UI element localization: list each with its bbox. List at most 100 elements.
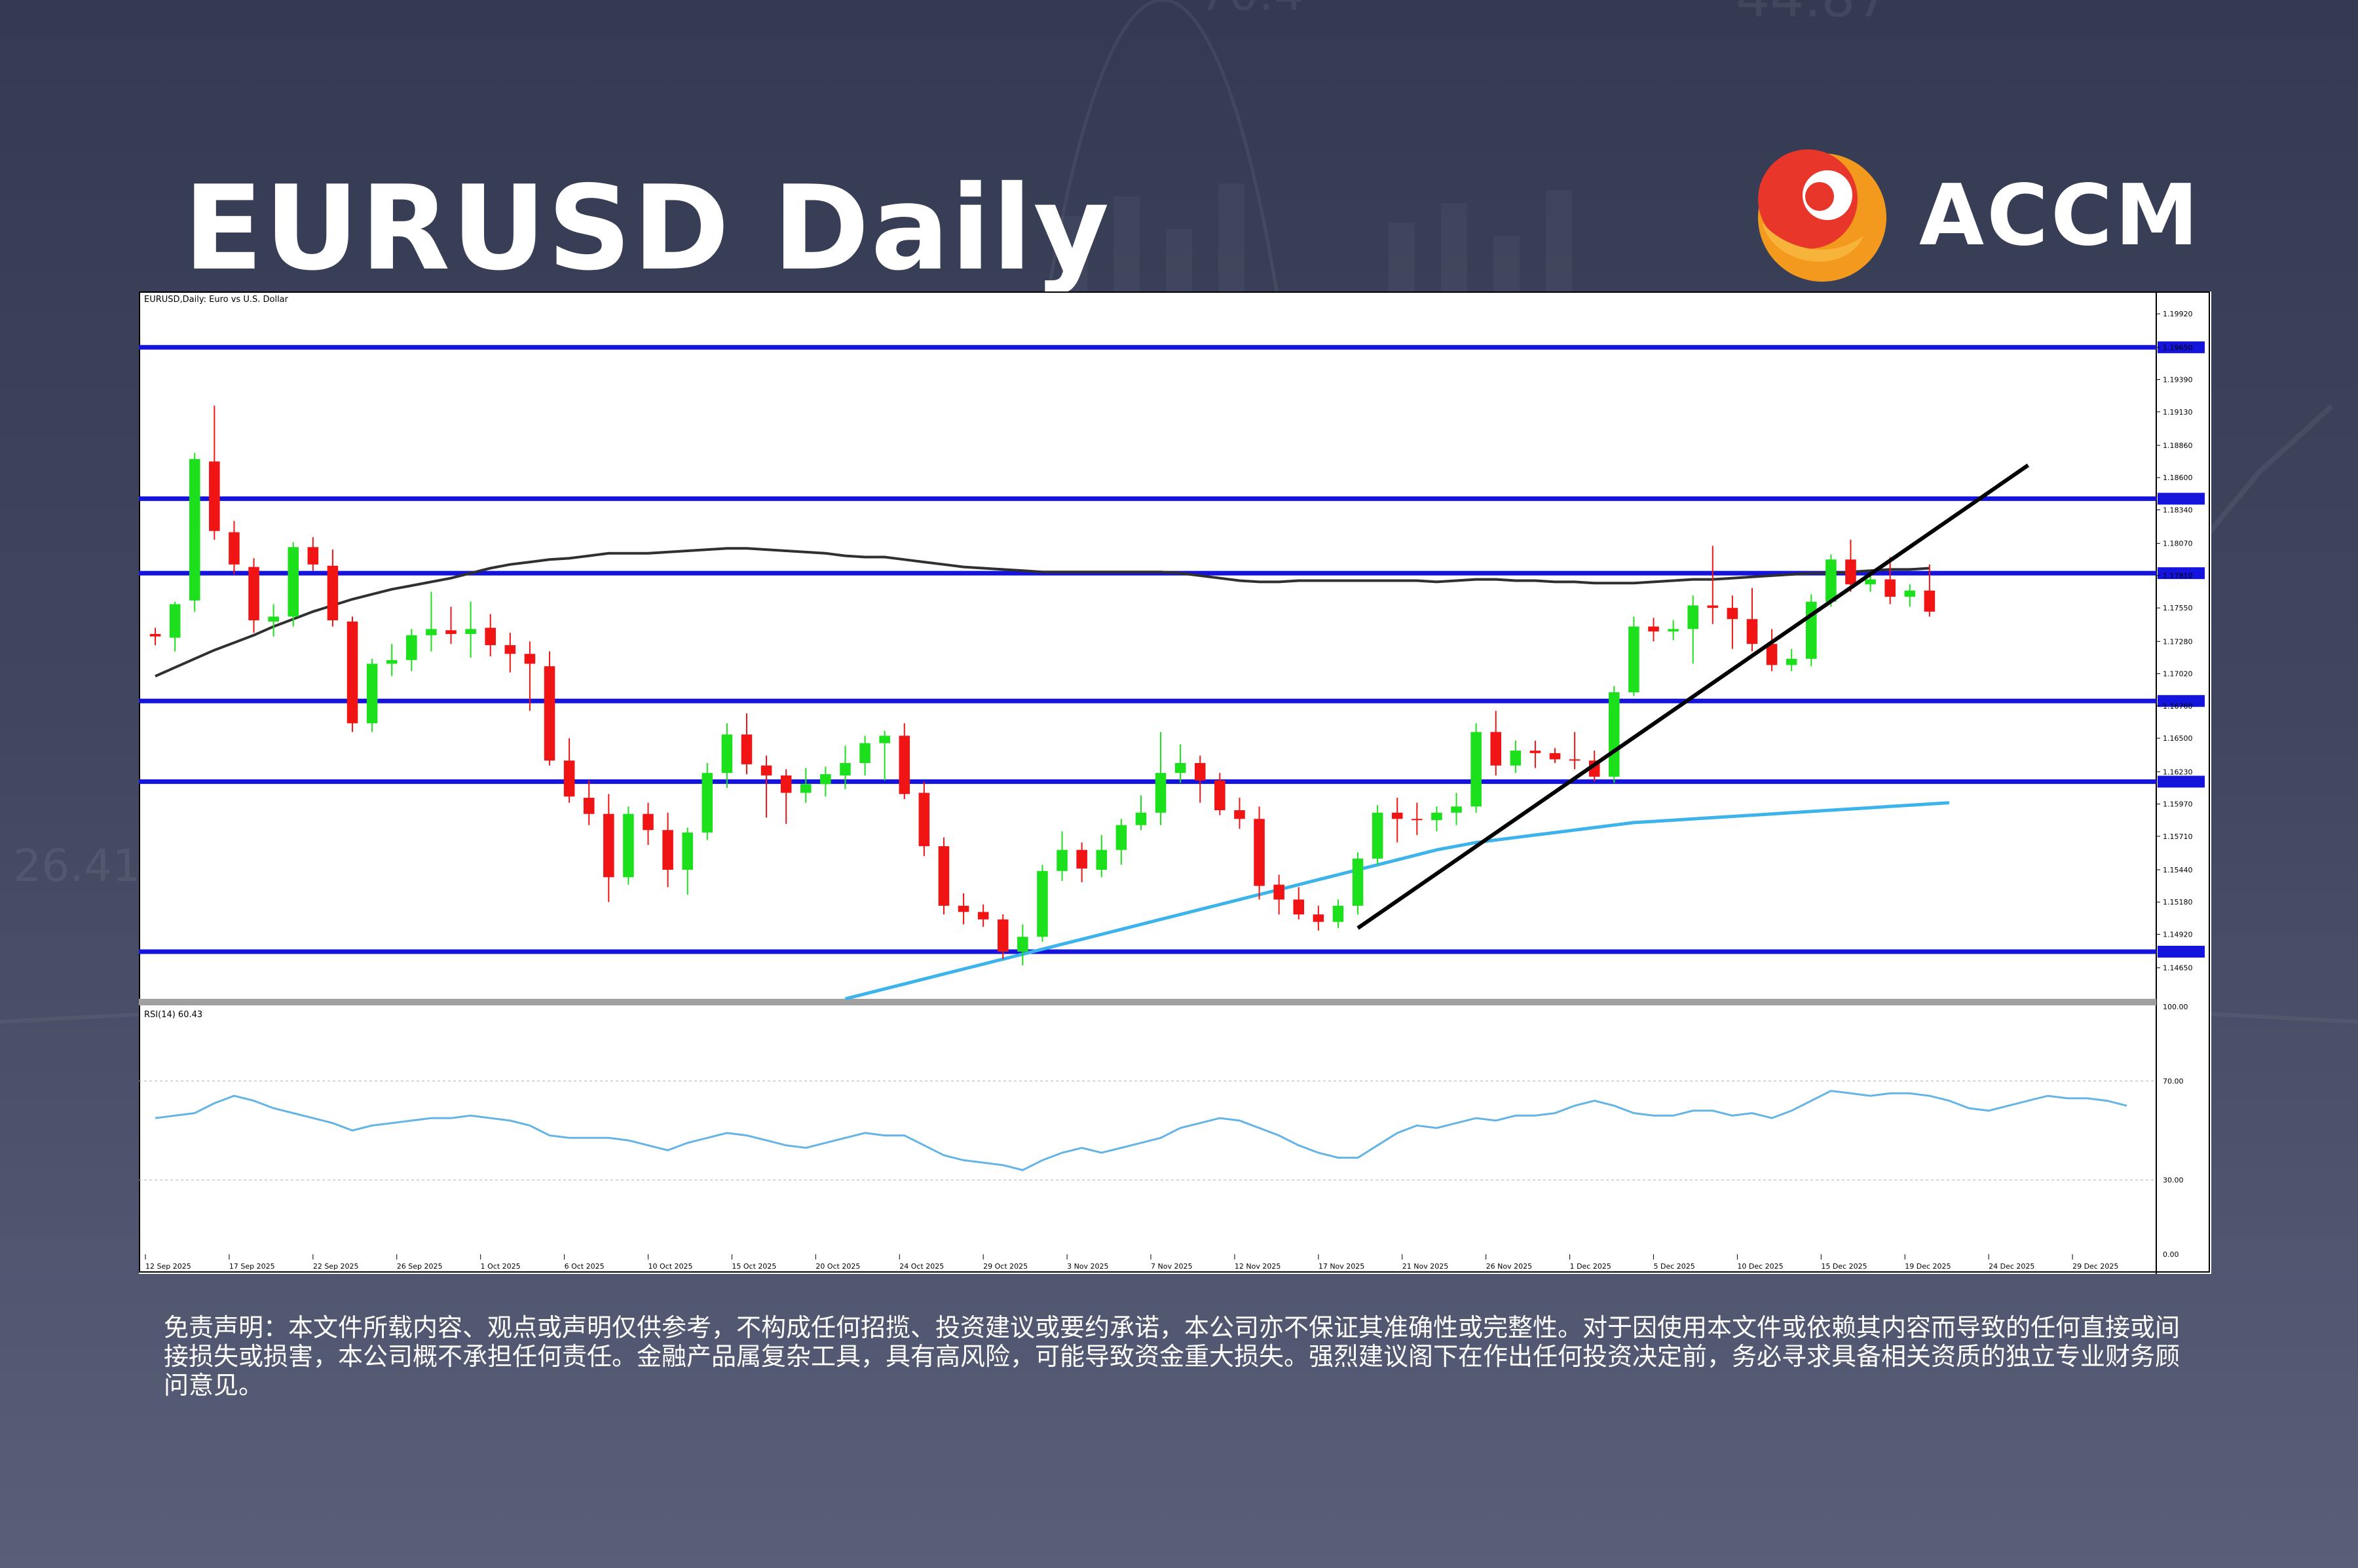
ma-blue-line bbox=[844, 801, 1950, 1001]
date-tick-label: 19 Dec 2025 bbox=[1905, 1262, 1951, 1271]
ma-black-line bbox=[155, 547, 1930, 678]
candle-body bbox=[1037, 870, 1048, 937]
trendline bbox=[1357, 463, 2030, 930]
price-tick-label: 1.17550 bbox=[2163, 604, 2193, 612]
date-axis: 12 Sep 2025 17 Sep 2025 22 Sep 2025 26 Sep … bbox=[145, 1254, 2118, 1271]
chart-panel: EURUSD,Daily: Euro vs U.S. Dollar 1.1992… bbox=[139, 291, 2211, 1274]
date-tick-label: 15 Dec 2025 bbox=[1821, 1262, 1867, 1271]
candle-body bbox=[1470, 732, 1482, 807]
candle-body bbox=[1786, 658, 1797, 665]
date-tick-label: 5 Dec 2025 bbox=[1654, 1262, 1695, 1271]
candle-body bbox=[307, 547, 319, 565]
date-tick-label: 24 Dec 2025 bbox=[1989, 1262, 2034, 1271]
candle-body bbox=[1076, 849, 1087, 869]
candle-body bbox=[1687, 605, 1698, 629]
candle-body bbox=[386, 660, 398, 664]
candle-body bbox=[977, 912, 989, 920]
candle-body bbox=[760, 765, 772, 775]
candle-body bbox=[465, 629, 476, 634]
candle-body bbox=[1214, 780, 1226, 810]
price-tick-label: 1.16230 bbox=[2163, 768, 2193, 776]
candle-body bbox=[504, 645, 516, 654]
candle-body bbox=[366, 663, 378, 724]
price-tick-label: 1.15440 bbox=[2163, 866, 2193, 874]
candle-body bbox=[544, 666, 555, 761]
price-tick-label: 1.15710 bbox=[2163, 832, 2193, 841]
rsi-scale-label: 70.00 bbox=[2163, 1077, 2184, 1085]
price-tick-label: 1.16500 bbox=[2163, 734, 2193, 743]
candle-body bbox=[149, 633, 161, 637]
candle-body bbox=[1352, 858, 1364, 906]
rsi-scale-label: 0.00 bbox=[2163, 1250, 2179, 1259]
candle-body bbox=[169, 604, 181, 638]
candle-body bbox=[840, 763, 851, 775]
date-tick-label: 1 Dec 2025 bbox=[1570, 1262, 1611, 1271]
candle-body bbox=[1391, 812, 1403, 819]
price-tick-label: 1.19130 bbox=[2163, 408, 2193, 417]
candle-body bbox=[1609, 692, 1620, 777]
price-tick-label: 1.18860 bbox=[2163, 441, 2193, 450]
level-price-tag bbox=[2158, 341, 2205, 354]
horizontal-levels bbox=[139, 341, 2205, 958]
candle-body bbox=[899, 736, 910, 794]
disclaimer-text: 免责声明：本文件所载内容、观点或声明仅供参考，不构成任何招揽、投资建议或要约承诺… bbox=[164, 1313, 2180, 1400]
candle-body bbox=[209, 461, 220, 531]
candle-body bbox=[1628, 626, 1639, 692]
candle-body bbox=[563, 760, 575, 797]
date-tick-label: 15 Oct 2025 bbox=[732, 1262, 776, 1271]
candle-body bbox=[268, 616, 279, 622]
price-tick-label: 1.17810 bbox=[2163, 572, 2193, 580]
candle-body bbox=[780, 775, 792, 793]
date-tick-label: 3 Nov 2025 bbox=[1067, 1262, 1108, 1271]
level-price-tag bbox=[2158, 946, 2205, 958]
candle-body bbox=[958, 905, 969, 912]
candle-body bbox=[1057, 849, 1068, 871]
date-tick-label: 21 Nov 2025 bbox=[1402, 1262, 1448, 1271]
date-tick-label: 6 Oct 2025 bbox=[565, 1262, 605, 1271]
price-tick-label: 1.18070 bbox=[2163, 540, 2193, 548]
candle-body bbox=[248, 567, 259, 621]
price-axis: 1.19920 1.19650 1.19390 1.19130 1.18860 1.186… bbox=[2156, 310, 2193, 973]
candle-body bbox=[820, 774, 831, 785]
support-trendline bbox=[1357, 463, 2030, 930]
candle-body bbox=[1569, 759, 1581, 761]
candle-body bbox=[1766, 644, 1778, 665]
price-tick-label: 1.18600 bbox=[2163, 474, 2193, 482]
candle-body bbox=[1174, 763, 1186, 774]
rsi-scale-label: 100.00 bbox=[2163, 1003, 2188, 1011]
candle-body bbox=[1865, 579, 1876, 585]
candle-body bbox=[485, 627, 496, 645]
candle-body bbox=[1313, 914, 1324, 922]
moving-averages bbox=[155, 547, 1950, 1001]
price-tick-label: 1.18340 bbox=[2163, 506, 2193, 514]
price-tick-label: 1.15180 bbox=[2163, 898, 2193, 906]
candle-body bbox=[938, 846, 950, 906]
candle-body bbox=[406, 635, 417, 660]
accm-logo-icon bbox=[1758, 149, 1886, 282]
candle-body bbox=[1845, 559, 1856, 585]
price-tick-label: 1.19920 bbox=[2163, 310, 2193, 318]
candle-body bbox=[662, 830, 673, 870]
bg-number: 70.4 bbox=[1199, 0, 1303, 21]
brand-name: ACCM bbox=[1919, 167, 2201, 265]
candle-body bbox=[426, 629, 437, 635]
price-tick-label: 1.19390 bbox=[2163, 376, 2193, 384]
candle-body bbox=[682, 832, 693, 870]
level-price-tag bbox=[2158, 493, 2205, 505]
candle-body bbox=[1884, 579, 1896, 597]
candle-body bbox=[524, 654, 536, 664]
candle-body bbox=[327, 565, 339, 621]
date-tick-label: 10 Oct 2025 bbox=[648, 1262, 693, 1271]
candle-body bbox=[288, 547, 299, 617]
candle-body bbox=[1115, 825, 1127, 850]
candle-body bbox=[800, 784, 812, 793]
candle-body bbox=[1096, 849, 1108, 870]
price-tick-label: 1.14650 bbox=[2163, 964, 2193, 973]
candle-body bbox=[346, 622, 358, 724]
price-tick-label: 1.17280 bbox=[2163, 637, 2193, 646]
candle-body bbox=[1529, 751, 1541, 753]
candle-body bbox=[997, 919, 1009, 952]
date-tick-label: 17 Sep 2025 bbox=[229, 1262, 275, 1271]
candle-body bbox=[1904, 590, 1916, 597]
panel-separator bbox=[139, 999, 2156, 1005]
